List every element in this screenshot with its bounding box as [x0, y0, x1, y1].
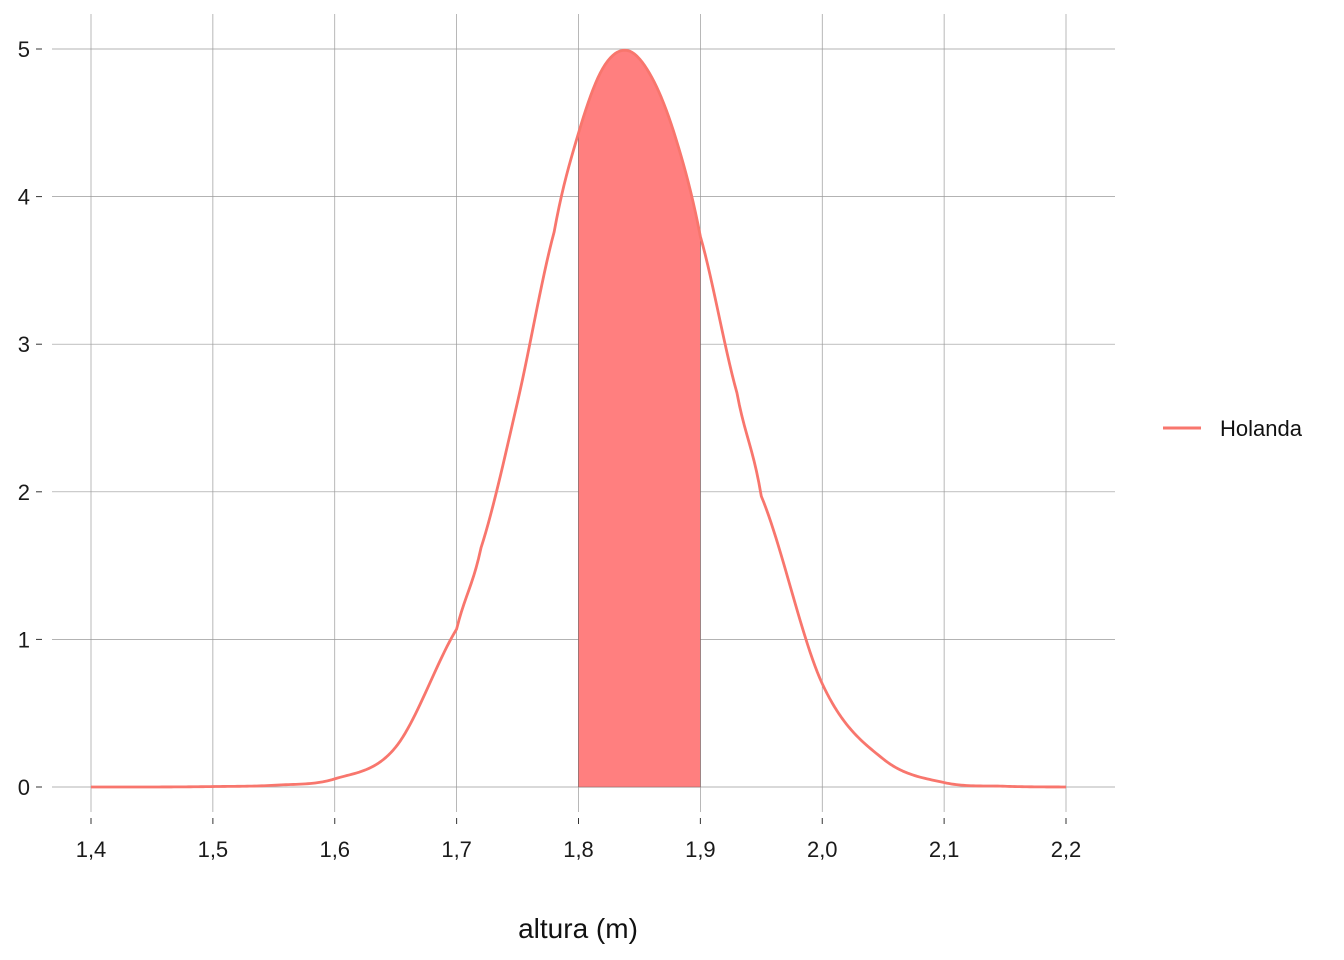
x-tick-label: 1,5 [198, 837, 229, 862]
x-tick-labels: 1,4 1,5 1,6 1,7 1,8 1,9 2,0 2,1 2,2 [76, 818, 1082, 862]
legend: Holanda [1163, 416, 1303, 441]
x-tick-label: 1,6 [319, 837, 350, 862]
x-tick-label: 2,0 [807, 837, 838, 862]
x-tick-label: 1,7 [441, 837, 472, 862]
x-tick-label: 2,2 [1051, 837, 1082, 862]
x-axis-title: altura (m) [518, 913, 638, 944]
y-tick-label: 5 [18, 37, 30, 62]
x-tick-label: 1,8 [563, 837, 594, 862]
series-layer [91, 48, 1067, 789]
shaded-area-1-8-to-1-9 [578, 50, 701, 787]
legend-label-holanda: Holanda [1220, 416, 1303, 441]
y-tick-label: 2 [18, 480, 30, 505]
y-tick-label: 4 [18, 185, 30, 210]
y-tick-label: 3 [18, 332, 30, 357]
y-tick-label: 1 [18, 627, 30, 652]
x-tick-label: 1,4 [76, 837, 107, 862]
x-tick-label: 2,1 [929, 837, 960, 862]
series-line-holanda [91, 48, 1067, 789]
shaded-region-layer [578, 50, 701, 788]
y-tick-label: 0 [18, 775, 30, 800]
x-tick-label: 1,9 [685, 837, 716, 862]
y-tick-labels: 0 1 2 3 4 5 [18, 37, 42, 800]
